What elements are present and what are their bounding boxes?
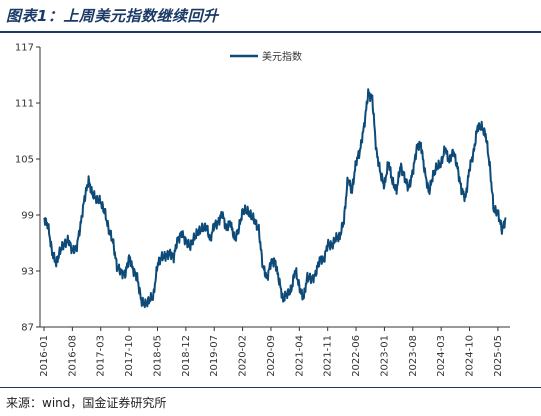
- plot-area: [43, 88, 507, 309]
- y-tick-label: 99: [21, 211, 34, 222]
- dollar-index-chart: 87 93 99 105 111 117 2016-01 2016-08 2017-03 2017…: [15, 43, 510, 377]
- y-tick-label: 105: [15, 155, 34, 166]
- chart-title: 图表1：上周美元指数继续回升: [6, 7, 219, 25]
- x-tick-label: 2017-10: [124, 335, 135, 377]
- x-tick-label: 2020-02: [238, 335, 249, 377]
- x-tick-label: 2024-10: [465, 335, 476, 377]
- series-line-dollar-index: [43, 88, 507, 309]
- x-tick-label: 2023-01: [379, 335, 390, 377]
- y-tick-label: 111: [15, 99, 34, 110]
- legend-label: 美元指数: [262, 50, 302, 63]
- y-tick-label: 93: [21, 267, 34, 278]
- x-tick-label: 2021-04: [294, 335, 305, 377]
- x-tick-label: 2023-08: [408, 335, 419, 377]
- y-tick-label: 117: [15, 43, 34, 54]
- chart-legend: 美元指数: [230, 50, 302, 63]
- x-tick-label: 2018-12: [181, 335, 192, 377]
- x-tick-label: 2019-07: [209, 335, 220, 377]
- x-tick-label: 2025-05: [493, 335, 504, 377]
- x-tick-label: 2021-11: [323, 335, 334, 377]
- x-tick-label: 2016-01: [39, 335, 50, 377]
- source-note: 来源：wind，国金证券研究所: [6, 396, 167, 410]
- x-tick-label: 2018-05: [152, 335, 163, 377]
- x-tick-label: 2017-03: [96, 335, 107, 377]
- x-tick-label: 2020-09: [266, 335, 277, 377]
- chart-axes: 87 93 99 105 111 117 2016-01 2016-08 2017-03 2017…: [15, 43, 510, 377]
- y-tick-label: 87: [21, 323, 34, 334]
- title-divider: [0, 31, 541, 33]
- x-tick-label: 2022-06: [351, 335, 362, 377]
- x-tick-label: 2016-08: [67, 335, 78, 377]
- x-tick-label: 2024-03: [436, 335, 447, 377]
- footer-divider: [0, 387, 541, 388]
